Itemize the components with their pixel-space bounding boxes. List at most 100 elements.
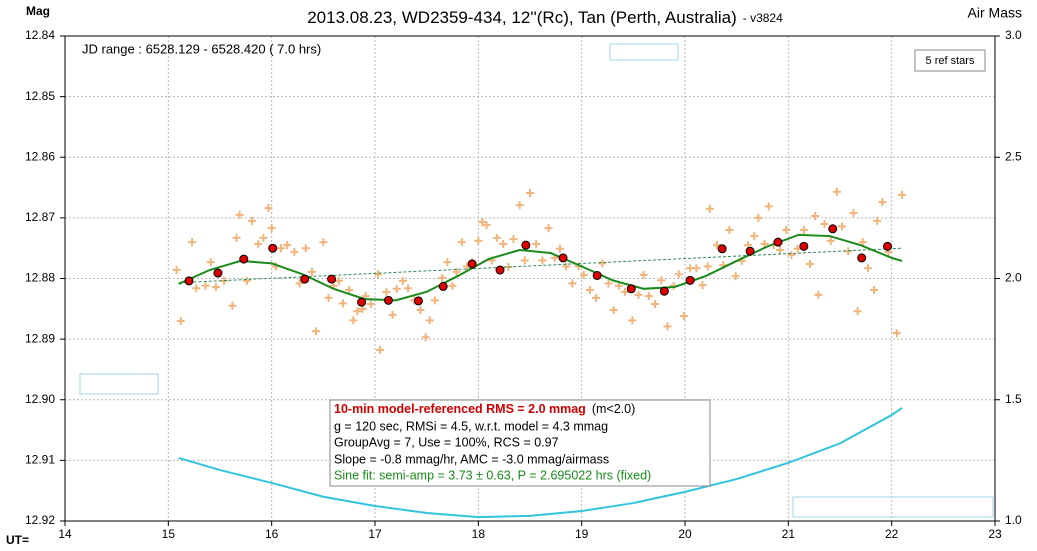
- y-tick-label: 12.91: [25, 453, 55, 467]
- y-tick-label: 12.92: [25, 513, 55, 527]
- ref-stars: 5 ref stars: [926, 55, 975, 67]
- raw-point: [345, 286, 354, 295]
- raw-point: [499, 239, 508, 248]
- raw-point: [295, 279, 304, 288]
- y-tick-label: 12.84: [25, 28, 55, 42]
- binned-point: [626, 284, 636, 294]
- binned-point: [438, 281, 448, 291]
- raw-point: [764, 202, 773, 211]
- y-axis-label: Mag: [26, 4, 50, 18]
- raw-point: [814, 290, 823, 299]
- raw-point: [754, 213, 763, 222]
- binned-point: [773, 237, 783, 247]
- raw-point: [290, 247, 299, 256]
- binned-point: [268, 243, 278, 253]
- raw-point: [782, 226, 791, 234]
- raw-point: [858, 238, 867, 247]
- stats-line: Slope = -0.8 mmag/hr, AMC = -3.0 mmag/ai…: [334, 452, 609, 466]
- x-tick-label: 21: [782, 527, 796, 541]
- raw-point: [474, 236, 483, 245]
- binned-point: [745, 246, 755, 256]
- binned-point: [717, 244, 727, 254]
- raw-point: [614, 281, 623, 290]
- y2-tick-label: 2.5: [1005, 149, 1022, 163]
- empty-box: [79, 373, 159, 395]
- binned-point: [300, 274, 310, 284]
- raw-point: [639, 270, 648, 279]
- raw-point: [750, 232, 759, 241]
- raw-point: [870, 286, 879, 295]
- raw-point: [873, 216, 882, 225]
- raw-point: [838, 222, 847, 231]
- raw-point: [892, 329, 901, 338]
- subtitle: - v3824: [743, 11, 783, 25]
- raw-point: [276, 244, 285, 253]
- raw-point: [811, 212, 820, 221]
- binned-point: [592, 270, 602, 280]
- raw-point: [192, 284, 201, 293]
- y-tick-label: 12.90: [25, 392, 55, 406]
- y-tick-label: 12.85: [25, 89, 55, 103]
- binned-point: [857, 253, 867, 263]
- jd-range: JD range : 6528.129 - 6528.420 ( 7.0 hrs…: [82, 41, 321, 56]
- empty-box: [609, 43, 679, 61]
- raw-point: [644, 292, 653, 301]
- empty-box: [792, 496, 994, 518]
- rms-note: (m<2.0): [592, 402, 635, 416]
- raw-point: [609, 306, 618, 315]
- y-tick-label: 12.88: [25, 271, 55, 285]
- y2-tick-label: 3.0: [1005, 28, 1022, 42]
- fit-curve: [178, 233, 903, 302]
- chart-title: 2013.08.23, WD2359-434, 12''(Rc), Tan (P…: [307, 8, 783, 27]
- raw-point: [832, 187, 841, 196]
- raw-point: [663, 322, 672, 331]
- raw-point: [799, 226, 808, 234]
- raw-point: [452, 267, 461, 276]
- raw-point: [242, 276, 251, 285]
- binned-point: [327, 274, 337, 284]
- raw-point: [482, 221, 491, 230]
- binned-point: [558, 253, 568, 263]
- x-tick-label: 15: [162, 527, 176, 541]
- binned-point: [883, 241, 893, 251]
- raw-point: [520, 256, 529, 265]
- raw-point: [806, 259, 815, 268]
- raw-point: [731, 272, 740, 281]
- y2-tick-label: 2.0: [1005, 271, 1022, 285]
- raw-point: [863, 264, 872, 273]
- raw-point: [324, 293, 333, 302]
- raw-point: [398, 276, 407, 285]
- ref-box: [914, 49, 986, 72]
- raw-point: [307, 267, 316, 276]
- binned-point: [213, 268, 223, 278]
- raw-point: [232, 233, 241, 242]
- raw-point: [703, 262, 712, 271]
- x-tick-label: 20: [678, 527, 692, 541]
- raw-point: [438, 273, 447, 282]
- raw-point: [585, 286, 594, 295]
- raw-point: [787, 250, 796, 259]
- raw-point: [457, 238, 466, 247]
- raw-point: [388, 310, 397, 319]
- x-tick-label: 23: [988, 527, 1002, 541]
- raw-point: [634, 290, 643, 299]
- plot-frame: [64, 35, 996, 522]
- raw-point: [657, 276, 666, 285]
- raw-point: [382, 287, 391, 296]
- raw-point: [604, 279, 613, 288]
- raw-point: [651, 299, 660, 308]
- raw-point: [338, 299, 347, 308]
- raw-point: [376, 346, 385, 355]
- y-tick-label: 12.86: [25, 149, 55, 163]
- raw-point: [228, 301, 237, 310]
- raw-point: [515, 201, 524, 210]
- raw-point: [621, 287, 630, 296]
- raw-point: [679, 312, 688, 321]
- binned-point: [357, 297, 367, 307]
- raw-point: [353, 307, 362, 316]
- raw-point: [188, 238, 197, 247]
- raw-point: [878, 198, 887, 207]
- x-axis-label: UT=: [6, 533, 29, 547]
- raw-point: [760, 239, 769, 248]
- stats-headline: 10-min model-referenced RMS = 2.0 mmag (m…: [334, 402, 635, 416]
